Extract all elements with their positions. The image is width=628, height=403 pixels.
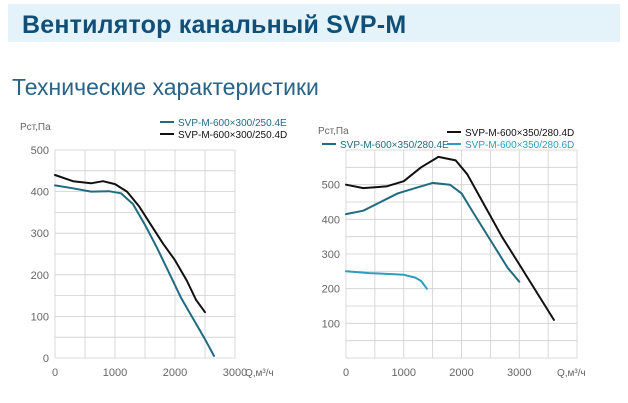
x-tick-label: 3000 bbox=[223, 367, 247, 379]
y-tick-label: 400 bbox=[322, 214, 340, 226]
y-tick-label: 200 bbox=[322, 284, 340, 296]
chart-2: 100 200 300 400 500 0 1000 2000 3000 Pст,Па Q,м³/ч… bbox=[318, 126, 586, 379]
x-tick-label: 1000 bbox=[392, 367, 416, 379]
y-axis-label: Pст,Па bbox=[20, 122, 51, 133]
legend-label: SVP-M-600×300/250.4D bbox=[178, 130, 287, 141]
series-line bbox=[345, 270, 428, 290]
page-title: Вентилятор канальный SVP-M bbox=[22, 11, 407, 39]
x-tick-label: 2000 bbox=[449, 367, 473, 379]
y-tick-label: 300 bbox=[31, 228, 49, 240]
y-tick-label: 400 bbox=[31, 187, 49, 199]
x-tick-label: 0 bbox=[343, 367, 349, 379]
x-axis-label: Q,м³/ч bbox=[245, 368, 274, 379]
x-tick-label: 0 bbox=[52, 367, 58, 379]
series-line bbox=[345, 155, 555, 321]
y-tick-label: 200 bbox=[31, 270, 49, 282]
y-tick-label: 500 bbox=[31, 145, 49, 157]
x-axis-label: Q,м³/ч bbox=[557, 368, 586, 379]
series-line bbox=[54, 174, 206, 314]
x-tick-label: 3000 bbox=[507, 367, 531, 379]
title-banner: Вентилятор канальный SVP-M bbox=[8, 4, 620, 42]
y-tick-label: 100 bbox=[31, 311, 49, 323]
y-tick-label: 300 bbox=[322, 249, 340, 261]
y-tick-label: 500 bbox=[322, 180, 340, 192]
series-line bbox=[54, 184, 215, 357]
x-tick-label: 2000 bbox=[163, 367, 187, 379]
y-tick-label: 100 bbox=[322, 318, 340, 330]
chart-1: 100 200 300 400 500 00 1000 2000 3000 Pст,Па Q,м³/… bbox=[20, 118, 287, 379]
section-title: Технические характеристики bbox=[12, 74, 319, 100]
x-tick-label: 1000 bbox=[103, 367, 127, 379]
legend-label: SVP-M-600×350/280.4E bbox=[340, 140, 449, 151]
y-tick-label: 0 bbox=[43, 353, 49, 365]
series-line bbox=[345, 181, 521, 283]
legend-label: SVP-M-600×350/280.4D bbox=[465, 128, 574, 139]
legend-label: SVP-M-600×350/280.6D bbox=[465, 140, 574, 151]
y-axis-label: Pст,Па bbox=[318, 126, 349, 137]
legend-label: SVP-M-600×300/250.4E bbox=[178, 118, 287, 129]
